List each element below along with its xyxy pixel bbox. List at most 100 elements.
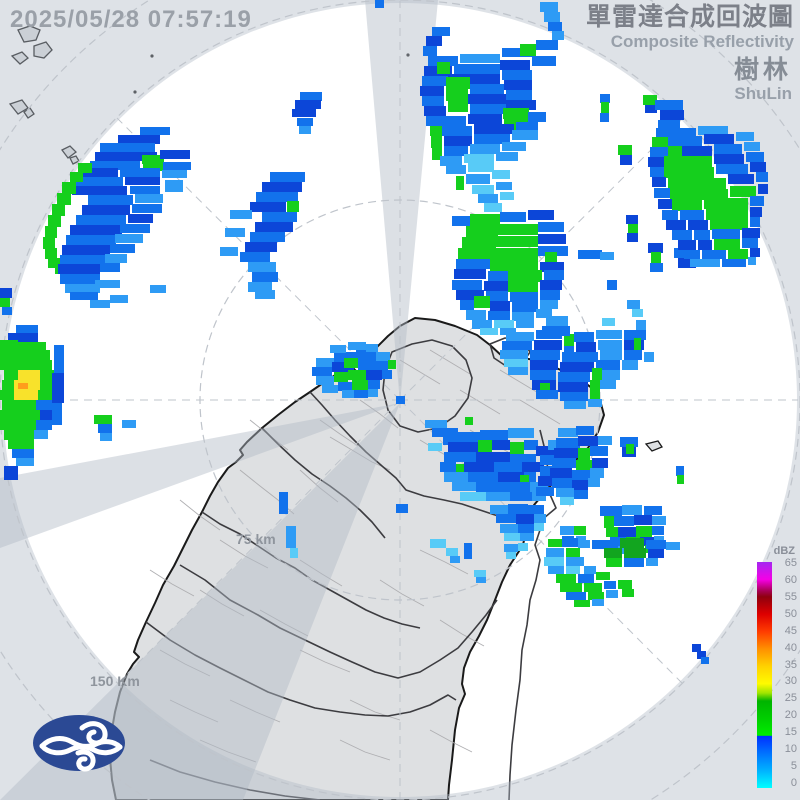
echo-cell: [36, 420, 52, 430]
echo-cell: [290, 548, 298, 558]
echo-cell: [437, 62, 450, 74]
echo-cell: [466, 174, 490, 184]
echo-cell: [16, 325, 38, 334]
echo-cell: [750, 248, 760, 257]
echo-cell: [540, 262, 564, 272]
echo-cell: [742, 238, 758, 248]
echo-cell: [470, 104, 506, 114]
echo-cell: [16, 458, 34, 466]
echo-cell: [0, 360, 52, 370]
echo-cell: [230, 210, 252, 219]
township-boundary: [259, 609, 309, 637]
echo-cell: [614, 516, 634, 526]
echo-cell: [334, 372, 348, 382]
echo-cell: [598, 436, 612, 445]
echo-cell: [601, 102, 609, 114]
echo-cell: [287, 201, 299, 212]
echo-cell: [552, 458, 576, 468]
echo-cell: [600, 506, 622, 516]
echo-cell: [540, 300, 558, 309]
islet: [644, 440, 663, 452]
islet: [33, 41, 53, 59]
echo-cell: [678, 258, 696, 268]
echo-cell: [295, 100, 321, 109]
echo-cell: [512, 130, 538, 140]
echo-cell: [12, 449, 34, 458]
echo-cell: [474, 570, 486, 577]
echo-cell: [620, 437, 638, 447]
echo-cell: [76, 215, 126, 225]
echo-cell: [548, 539, 562, 547]
echo-cell: [504, 80, 532, 90]
echo-cell: [456, 176, 464, 190]
echo-cell: [592, 540, 618, 549]
echo-cell: [588, 592, 604, 600]
echo-cell: [2, 307, 12, 315]
echo-cell: [560, 362, 594, 372]
echo-cell: [452, 280, 482, 290]
echo-cell: [478, 440, 492, 452]
echo-cell: [714, 239, 740, 250]
echo-cell: [534, 514, 546, 523]
echo-cell: [560, 526, 574, 535]
echo-cell: [36, 400, 54, 410]
echo-cell: [588, 478, 600, 487]
echo-cell: [648, 549, 664, 558]
echo-cell: [316, 376, 334, 385]
echo-cell: [502, 48, 536, 57]
echo-cell: [110, 244, 135, 253]
echo-cell: [574, 600, 590, 607]
echo-cell: [622, 589, 634, 597]
islet: [10, 51, 29, 65]
echo-cell: [428, 56, 458, 66]
echo-cell: [652, 137, 668, 147]
blocked-sector-wedge: [365, 0, 438, 403]
township-boundary: [219, 539, 269, 569]
islet: [17, 25, 41, 43]
echo-cell: [72, 186, 127, 195]
echo-cell: [574, 332, 594, 342]
echo-cell: [140, 127, 170, 135]
echo-layer: [0, 0, 768, 664]
echo-cell: [48, 215, 61, 227]
echo-cell: [0, 420, 36, 430]
echo-cell: [494, 248, 538, 259]
echo-cell: [165, 180, 183, 192]
echo-cell: [354, 390, 368, 398]
echo-cell: [342, 390, 354, 398]
echo-cell: [702, 250, 726, 259]
echo-cell: [590, 390, 600, 399]
echo-cell: [566, 548, 580, 557]
echo-cell: [120, 168, 160, 177]
echo-cell: [48, 258, 60, 268]
echo-cell: [500, 212, 526, 222]
echo-cell: [716, 164, 748, 174]
echo-cell: [697, 651, 706, 659]
cwa-logo: [33, 715, 125, 772]
echo-cell: [530, 360, 558, 370]
echo-cell: [375, 0, 384, 8]
echo-cell: [728, 249, 748, 259]
echo-cell: [622, 505, 642, 515]
echo-cell: [450, 432, 480, 442]
echo-cell: [548, 566, 564, 574]
echo-cell: [584, 583, 602, 592]
echo-cell: [538, 476, 558, 486]
echo-cell: [270, 172, 305, 182]
echo-cell: [322, 385, 338, 393]
echo-cell: [344, 358, 358, 368]
echo-cell: [388, 360, 396, 369]
echo-cell: [694, 230, 710, 240]
echo-cell: [604, 581, 616, 589]
echo-cell: [52, 204, 65, 216]
echo-cell: [651, 252, 661, 264]
echo-cell: [506, 552, 516, 559]
echo-cell: [668, 178, 726, 189]
echo-cell: [622, 360, 638, 370]
echo-cell: [474, 134, 510, 144]
echo-cell: [2, 380, 14, 390]
echo-cell: [650, 263, 663, 272]
echo-cell: [90, 161, 140, 170]
echo-cell: [624, 548, 646, 558]
echo-cell: [494, 462, 522, 472]
